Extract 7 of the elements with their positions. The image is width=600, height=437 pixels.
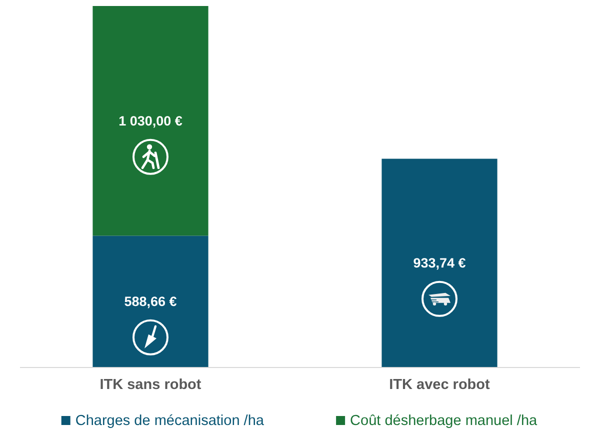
legend-label: Charges de mécanisation /ha <box>75 413 265 429</box>
data-label: 933,74 € <box>413 255 466 270</box>
data-label: 588,66 € <box>124 294 178 309</box>
x-tick-label: ITK avec robot <box>389 377 490 393</box>
data-label: 1 030,00 € <box>118 113 183 128</box>
legend-label: Coût désherbage manuel /ha <box>350 413 538 429</box>
x-tick-label: ITK sans robot <box>100 377 202 393</box>
